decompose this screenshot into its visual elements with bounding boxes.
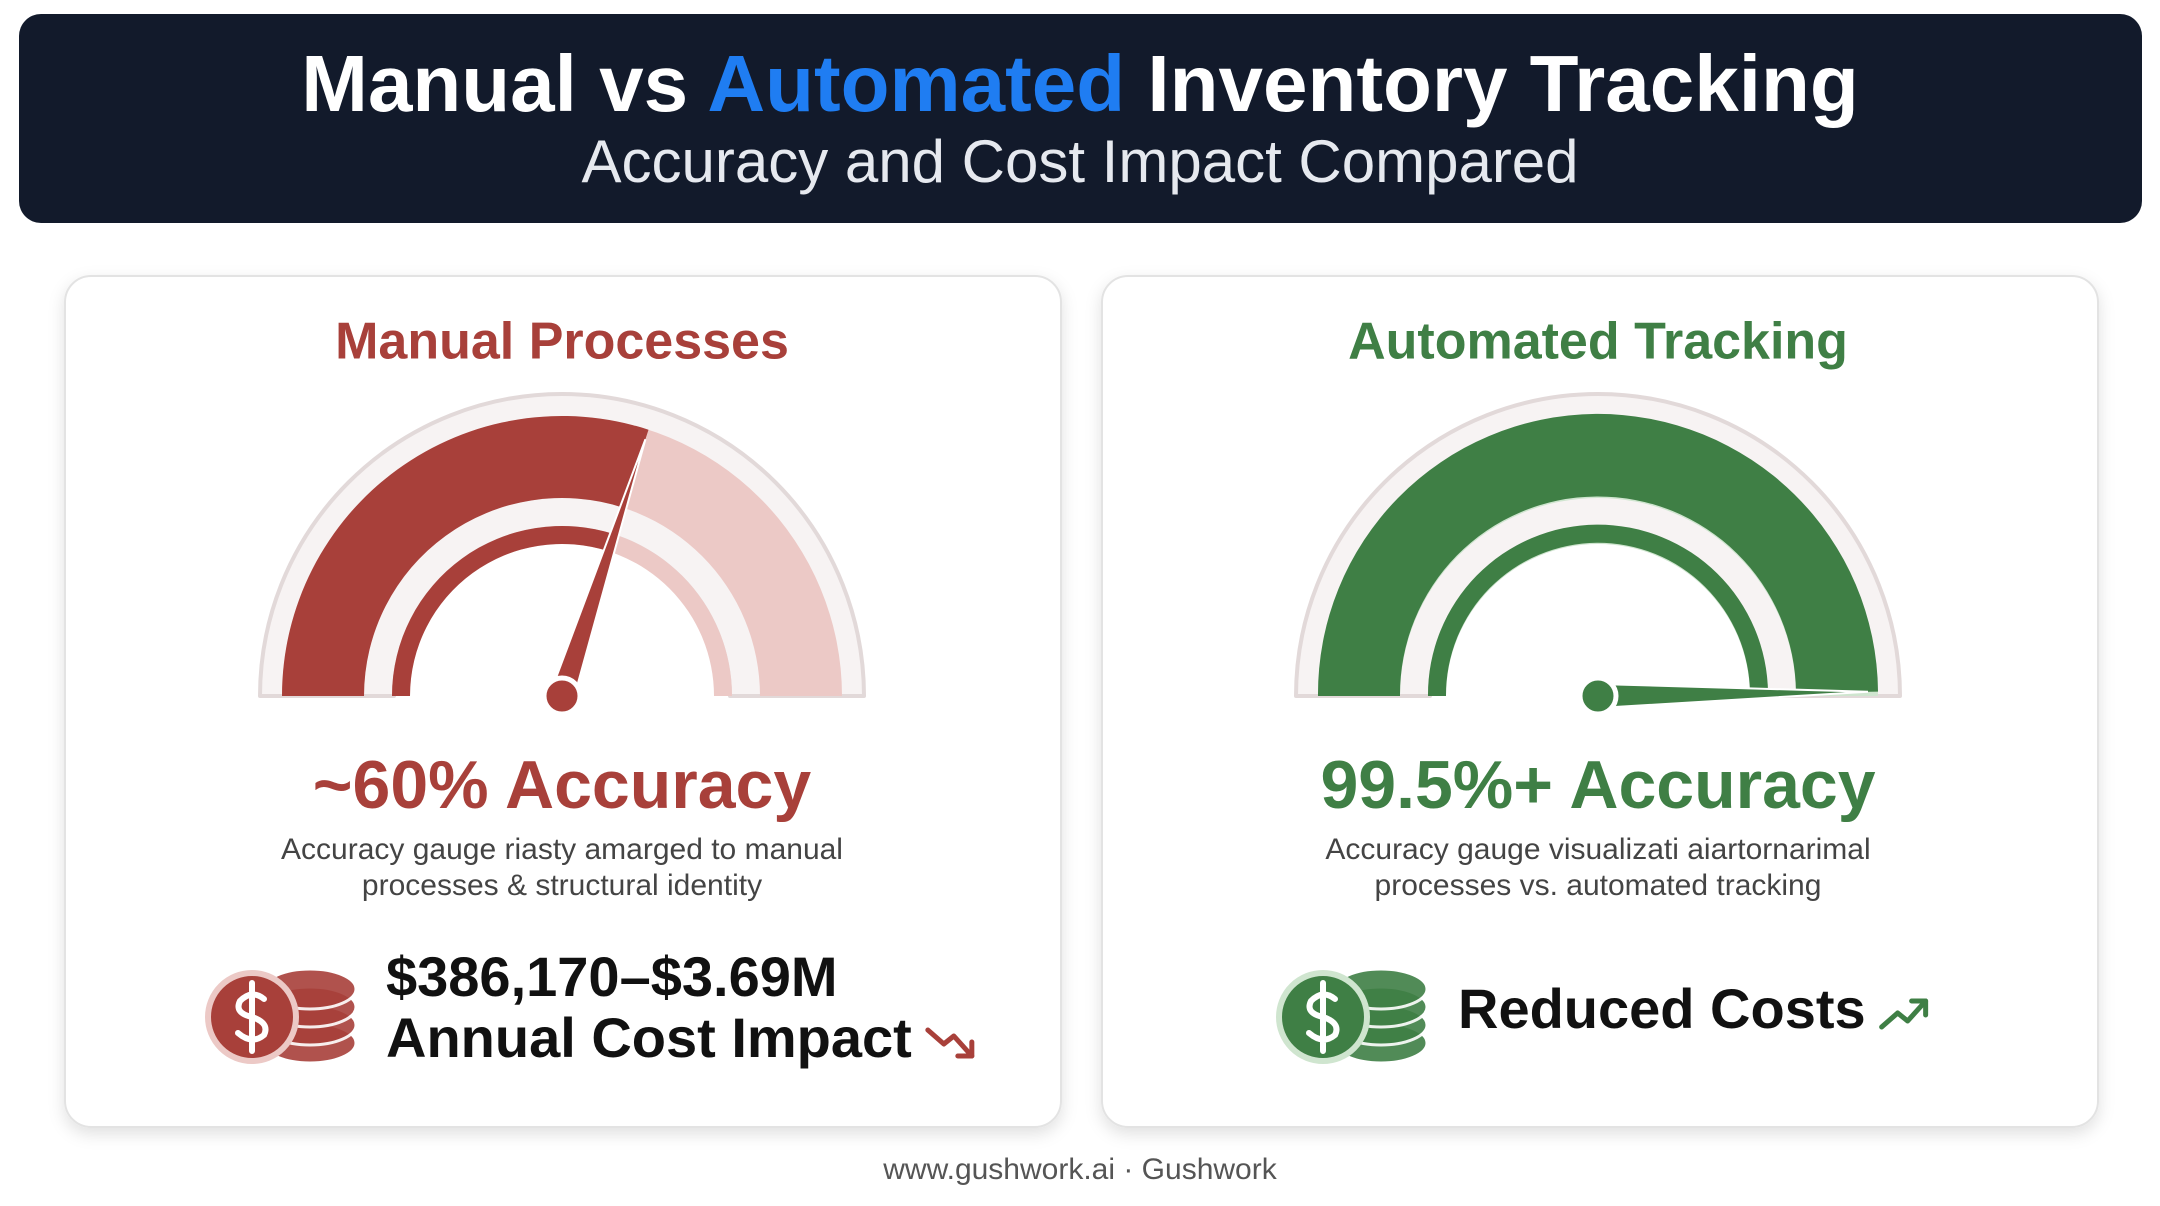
needle-hub xyxy=(541,675,583,717)
gauge-inner-fill xyxy=(1427,524,1768,696)
title-highlight: Automated xyxy=(707,39,1125,128)
description: Accuracy gauge visualizati aiartornarima… xyxy=(1325,833,1870,866)
subtitle: Accuracy and Cost Impact Compared xyxy=(581,128,1578,195)
cost-line: $386,170–$3.69M xyxy=(386,945,838,1008)
panel-title: Manual Processes xyxy=(335,313,789,371)
title-part: Manual vs xyxy=(301,39,707,128)
description: Accuracy gauge riasty amarged to manual xyxy=(281,833,843,866)
coins-icon xyxy=(1276,967,1429,1065)
gauge-fill xyxy=(282,416,649,696)
dollar-sign xyxy=(235,980,269,1054)
footer: www.gushwork.ai · Gushwork xyxy=(882,1153,1277,1186)
gauge-inner-fill xyxy=(392,525,615,696)
accuracy-label: 99.5%+ Accuracy xyxy=(1320,747,1875,823)
trend-arrow xyxy=(1879,998,1929,1030)
trend-arrow-head xyxy=(1909,998,1929,1018)
panel-title: Automated Tracking xyxy=(1348,313,1848,371)
gauge xyxy=(1294,392,1902,717)
trend-arrow xyxy=(925,1027,975,1059)
coins-icon xyxy=(205,967,358,1065)
needle-hub xyxy=(1577,675,1619,717)
description: processes & structural identity xyxy=(362,869,762,902)
description: processes vs. automated tracking xyxy=(1375,869,1822,902)
cost-line: Reduced Costs xyxy=(1458,977,1866,1040)
trend-arrow-head xyxy=(955,1039,975,1059)
gauge xyxy=(258,392,866,717)
gauge-fill xyxy=(1317,413,1878,696)
title-part: Inventory Tracking xyxy=(1125,39,1859,128)
header-bar xyxy=(19,14,2142,223)
cost-line: Annual Cost Impact xyxy=(386,1006,912,1069)
dollar-sign xyxy=(1306,980,1340,1054)
accuracy-label: ~60% Accuracy xyxy=(313,747,812,823)
title: Manual vs Automated Inventory Tracking xyxy=(301,39,1858,128)
